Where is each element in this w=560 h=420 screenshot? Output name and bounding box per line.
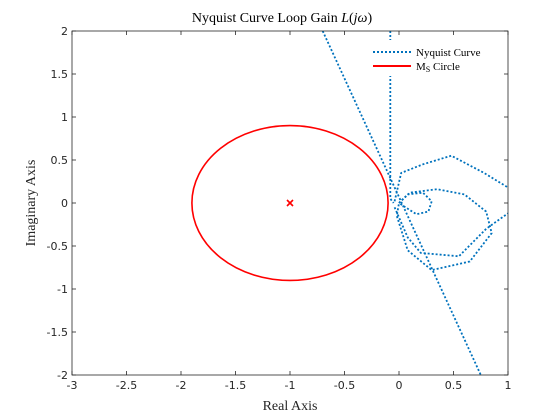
y-tick-label: -1.5 [47,326,68,339]
nyquist-curve-segment-5 [398,191,433,216]
x-tick-label: -1.5 [225,379,246,392]
nyquist-curve-segment-4 [395,188,493,272]
legend-label-ms: MS Circle [416,61,460,74]
y-tick-label: -2 [57,369,68,382]
y-tick-label: -0.5 [47,240,68,253]
x-tick-label: 1 [505,379,512,392]
y-tick-label: 1.5 [51,68,69,81]
data-layer [191,31,508,375]
x-axis-label: Real Axis [263,399,318,414]
x-tick-label: -3 [67,379,78,392]
y-tick-label: 1 [61,111,68,124]
x-tick-label: -2 [176,379,187,392]
nyquist-curve-segment-3 [393,206,508,258]
y-tick-label: 2 [61,25,68,38]
x-tick-label: -1 [285,379,296,392]
legend: Nyquist Curve MS Circle [368,40,500,76]
y-tick-label: -1 [57,283,68,296]
x-tick-label: -0.5 [334,379,355,392]
chart-title: Nyquist Curve Loop Gain L(jω) [192,11,373,26]
ticks-layer: -3 -2.5 -2 -1.5 -1 -0.5 0 0.5 1 2 1.5 1 0.5 0 -0.5 -1 -1… [47,25,512,392]
legend-label-nyquist: Nyquist Curve [416,47,481,59]
ms-circle [191,124,389,282]
y-tick-label: 0 [61,197,68,210]
y-axis-label: Imaginary Axis [24,160,39,247]
nyquist-curve-segment-0 [321,31,482,375]
x-tick-label: -2.5 [116,379,137,392]
x-tick-label: 0 [396,379,403,392]
y-tick-label: 0.5 [51,154,69,167]
nyquist-curve-segment-2 [393,154,508,202]
x-tick-label: 0.5 [445,379,463,392]
critical-point-marker [286,199,294,207]
legend-box [368,40,500,76]
